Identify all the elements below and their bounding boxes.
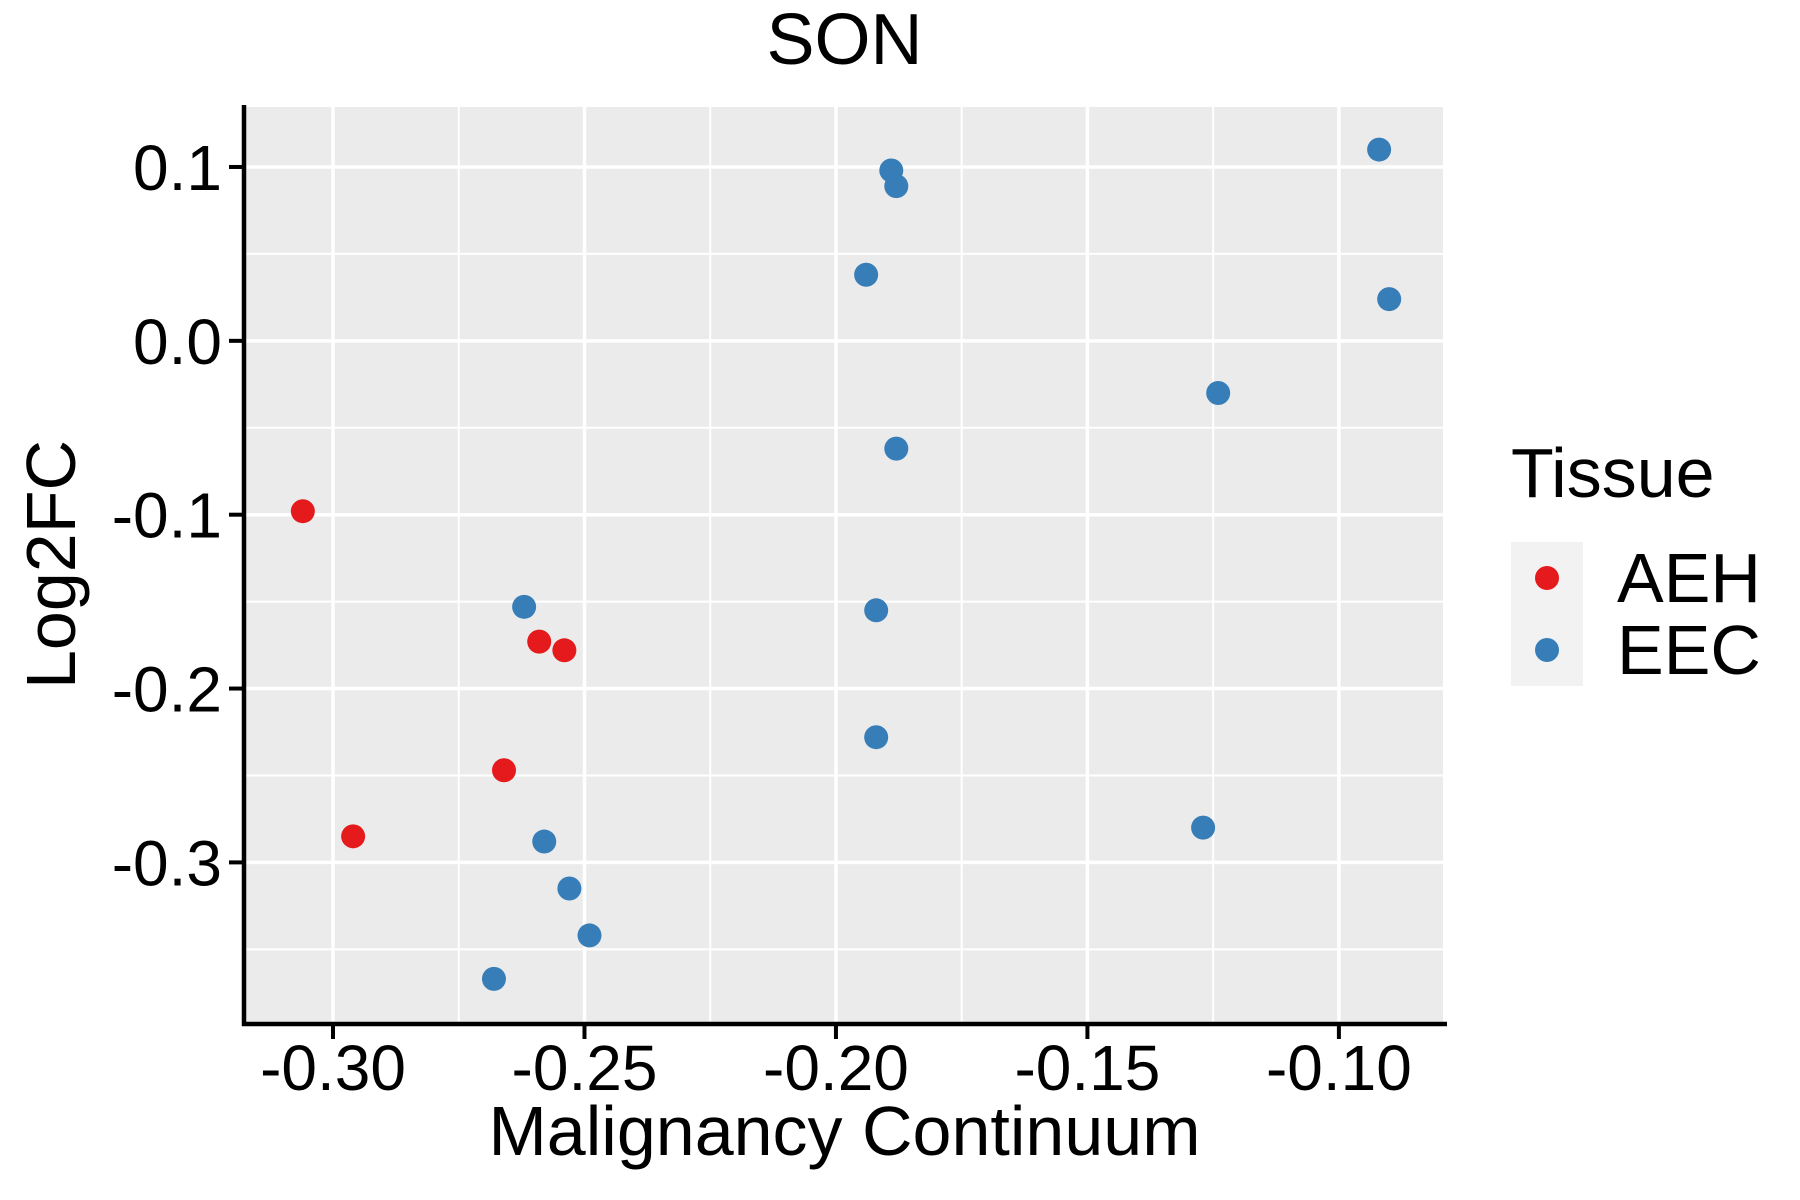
legend-item-aeh: AEH	[1511, 542, 1761, 614]
y-tick-label: -0.2	[112, 654, 222, 726]
legend-label-aeh: AEH	[1617, 539, 1761, 617]
data-point-aeh	[492, 758, 517, 783]
data-point-eec	[884, 436, 909, 461]
x-tick-label: -0.10	[1266, 1032, 1412, 1104]
x-tick-label: -0.20	[763, 1032, 909, 1104]
data-point-eec	[864, 598, 889, 623]
legend-key-box	[1511, 614, 1583, 686]
y-tick-label: 0.0	[133, 306, 222, 378]
data-point-eec	[1191, 815, 1216, 840]
y-tick-label: 0.1	[133, 132, 222, 204]
y-tick-label: -0.1	[112, 480, 222, 552]
data-point-aeh	[341, 824, 366, 849]
data-point-aeh	[527, 629, 552, 654]
legend-keys: AEH EEC	[1511, 542, 1761, 686]
data-point-eec	[532, 829, 557, 854]
legend-key-box	[1511, 542, 1583, 614]
legend-dot-aeh	[1535, 566, 1559, 590]
legend-dot-eec	[1535, 638, 1559, 662]
data-point-eec	[1377, 287, 1402, 312]
data-point-eec	[854, 262, 879, 287]
data-point-eec	[481, 966, 506, 991]
x-tick-label: -0.15	[1014, 1032, 1160, 1104]
legend-title: Tissue	[1511, 434, 1715, 512]
ticks: -0.30 -0.25 -0.20 -0.15 -0.10 0.1 0.0 -0.1 -0.2 -…	[112, 132, 1412, 1104]
data-point-eec	[512, 594, 537, 619]
y-axis-title: Log2FC	[12, 439, 90, 690]
data-points	[290, 137, 1402, 991]
data-point-eec	[864, 725, 889, 750]
plot-title: SON	[766, 0, 923, 80]
x-tick-label: -0.30	[260, 1032, 406, 1104]
data-point-eec	[557, 876, 582, 901]
y-tick-label: -0.3	[112, 827, 222, 899]
data-point-eec	[1206, 380, 1231, 405]
data-point-aeh	[552, 638, 577, 663]
plot-panel	[246, 107, 1443, 1022]
data-point-aeh	[290, 499, 315, 524]
legend-label-eec: EEC	[1617, 611, 1761, 689]
legend: Tissue AEH EEC	[1511, 438, 1761, 686]
data-point-eec	[577, 923, 602, 948]
data-point-eec	[884, 174, 909, 199]
data-point-eec	[1367, 137, 1392, 162]
gridlines	[246, 107, 1443, 1022]
x-tick-label: -0.25	[512, 1032, 658, 1104]
legend-item-eec: EEC	[1511, 614, 1761, 686]
axes	[241, 105, 1447, 1027]
x-axis-title: Malignancy Continuum	[488, 1092, 1201, 1170]
